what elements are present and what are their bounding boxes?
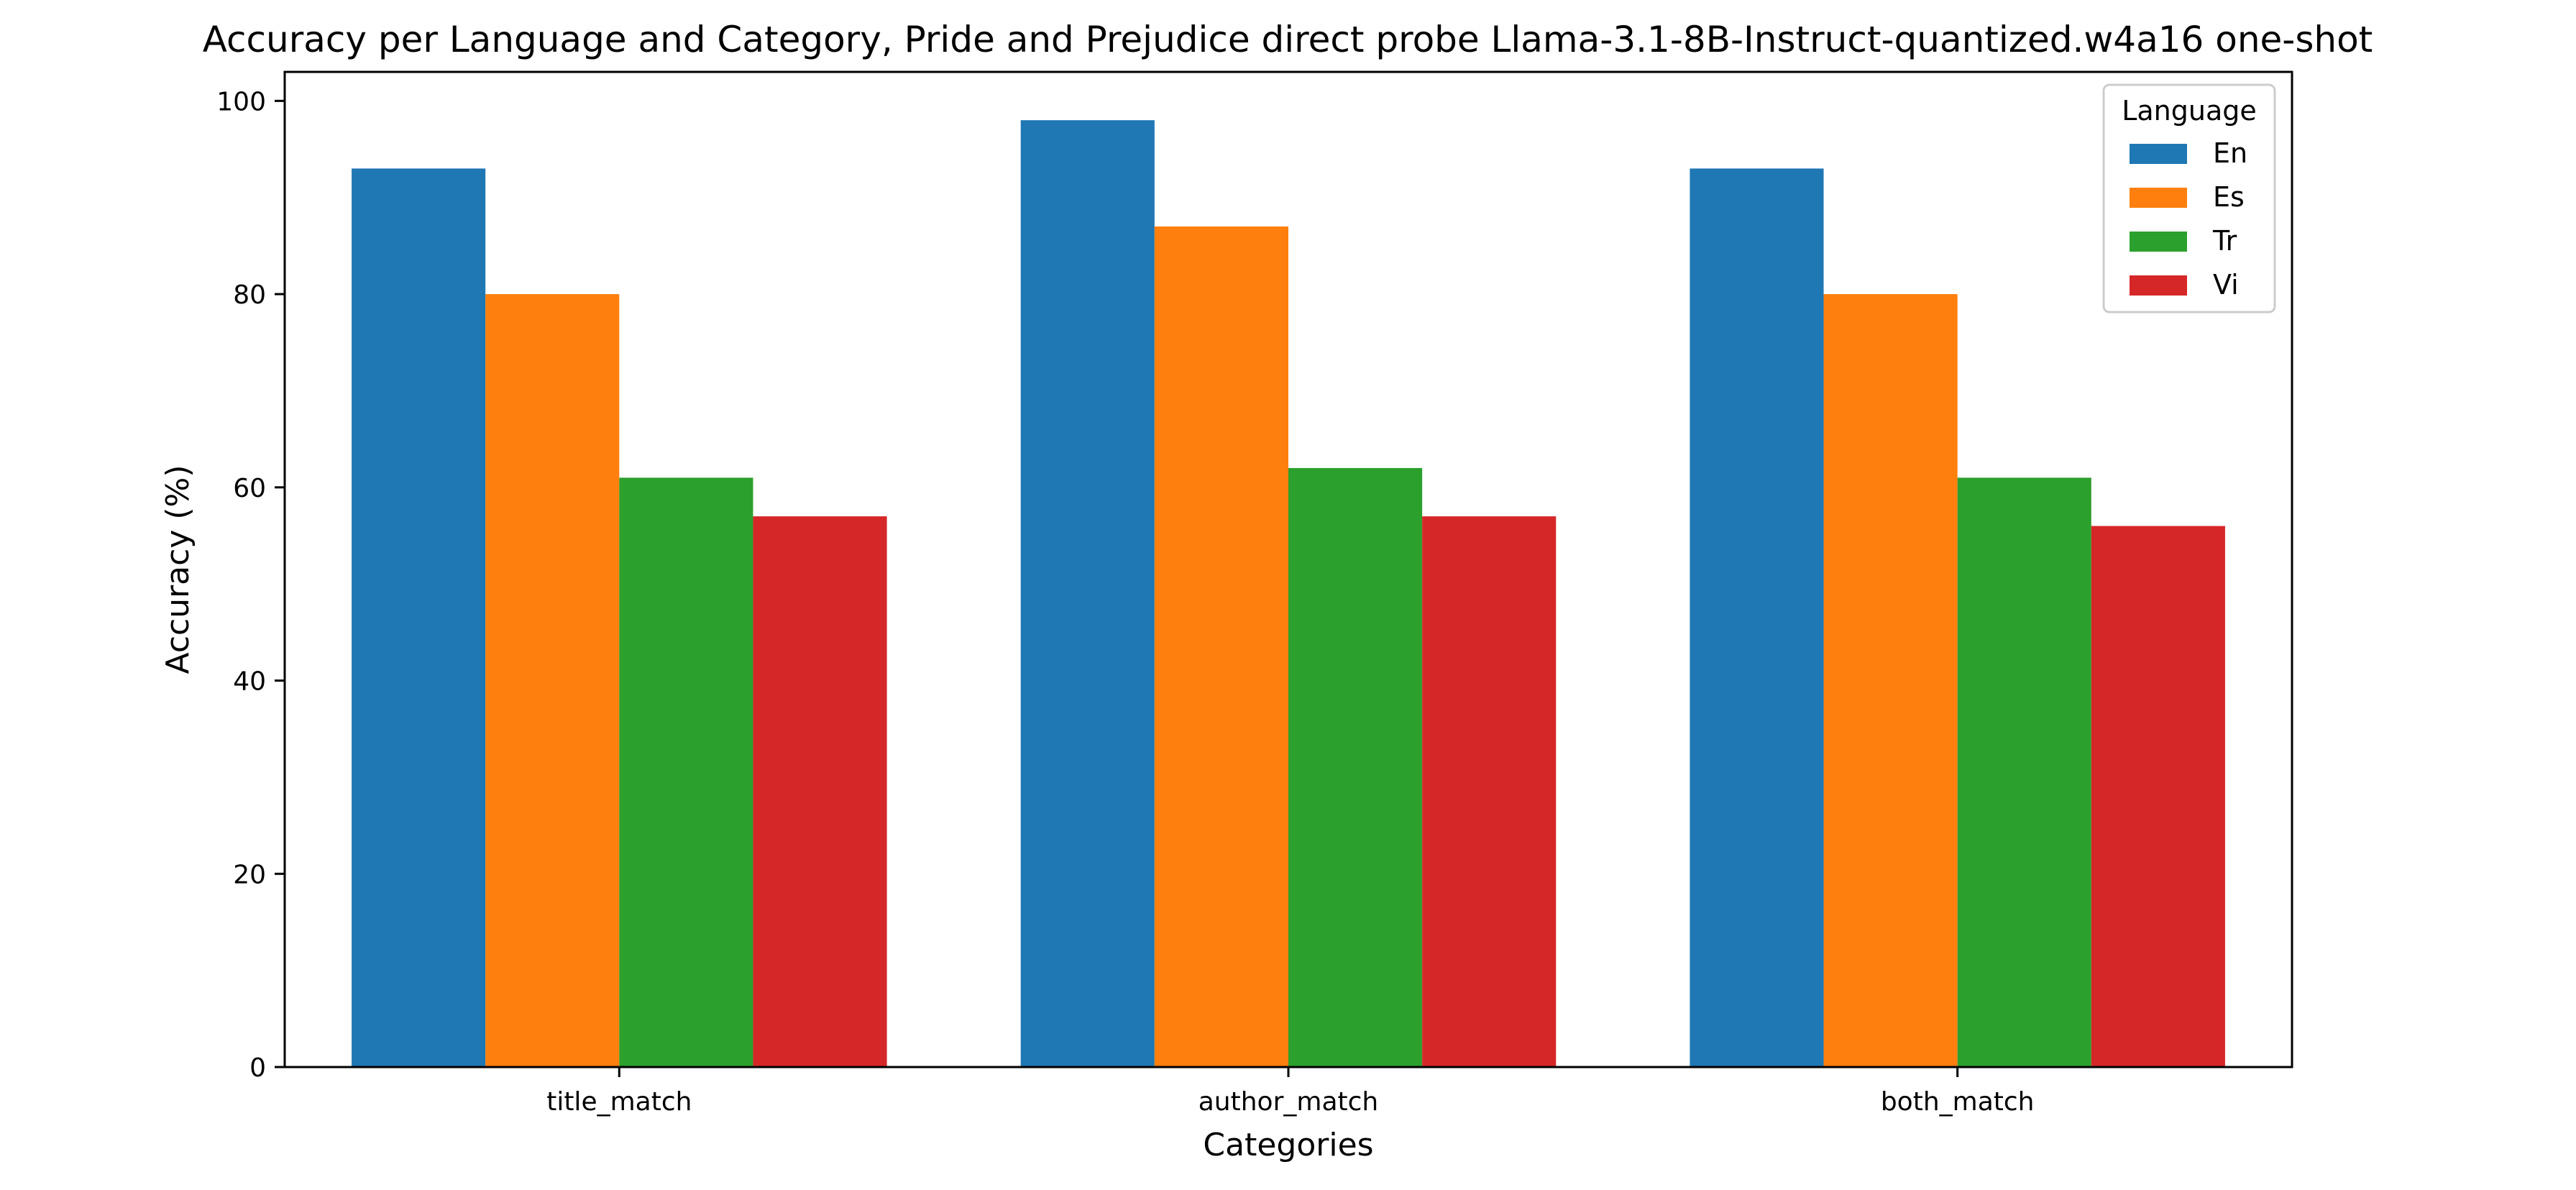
bar-es-author-match[interactable] [1154, 226, 1288, 1068]
legend-label-vi: Vi [2213, 269, 2239, 301]
legend-title: Language [2122, 95, 2257, 127]
bar-tr-both-match[interactable] [1957, 477, 2091, 1067]
x-tick-label-title-match: title_match [546, 1087, 692, 1117]
bar-en-both-match[interactable] [1690, 168, 1824, 1068]
bar-vi-title-match[interactable] [753, 516, 887, 1067]
bar-vi-both-match[interactable] [2091, 526, 2225, 1067]
x-tick-label-author-match: author_match [1198, 1087, 1379, 1117]
legend-items: En Es Tr Vi [2130, 137, 2247, 301]
legend-label-es: Es [2213, 181, 2245, 213]
bar-vi-author-match[interactable] [1422, 516, 1557, 1067]
legend-label-tr: Tr [2212, 225, 2237, 257]
y-axis-label: Accuracy (%) [160, 464, 196, 674]
y-tick-label: 40 [233, 667, 266, 697]
bar-en-author-match[interactable] [1020, 120, 1155, 1068]
y-tick-label: 60 [233, 474, 266, 503]
x-axis-label: Categories [1203, 1127, 1373, 1163]
y-axis: 0 20 40 60 80 100 [216, 87, 285, 1083]
legend-swatch-tr [2130, 232, 2187, 252]
bar-tr-author-match[interactable] [1288, 467, 1423, 1067]
y-tick-label: 80 [233, 280, 266, 310]
y-tick-label: 0 [249, 1053, 266, 1083]
y-tick-label: 100 [216, 87, 266, 116]
bar-tr-title-match[interactable] [619, 477, 753, 1067]
plot-frame [283, 70, 2293, 1068]
legend[interactable]: Language En Es Tr Vi [2102, 83, 2276, 313]
x-axis: title_match author_match both_match [546, 1067, 2035, 1117]
legend-swatch-es [2130, 188, 2187, 208]
bars-group [352, 120, 2225, 1068]
bar-es-both-match[interactable] [1823, 294, 1958, 1067]
legend-swatch-vi [2130, 275, 2187, 296]
legend-label-en: En [2213, 137, 2247, 169]
bar-en-title-match[interactable] [352, 168, 486, 1068]
legend-swatch-en [2130, 144, 2187, 164]
x-tick-label-both-match: both_match [1881, 1087, 2035, 1117]
legend-frame [2102, 83, 2276, 313]
bar-es-title-match[interactable] [485, 294, 620, 1067]
chart-title: Accuracy per Language and Category, Prid… [203, 19, 2373, 60]
y-tick-label: 20 [233, 860, 266, 889]
